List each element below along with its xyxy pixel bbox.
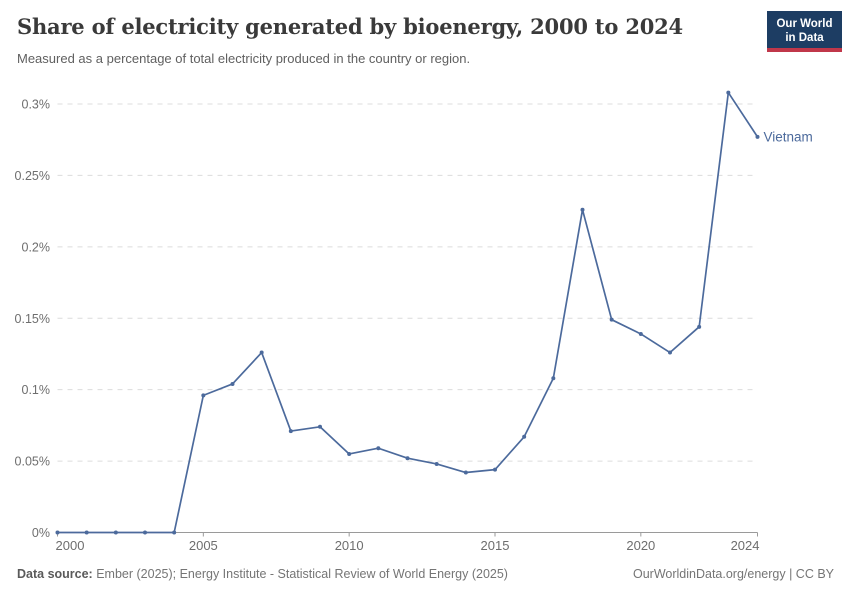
data-point[interactable] [726, 90, 731, 95]
data-point[interactable] [143, 530, 147, 535]
y-axis-label: 0.1% [22, 383, 51, 397]
data-point[interactable] [638, 331, 643, 336]
data-point[interactable] [522, 434, 527, 439]
chart-subtitle: Measured as a percentage of total electr… [17, 51, 471, 66]
data-point[interactable] [201, 393, 206, 398]
data-point[interactable] [463, 470, 468, 475]
data-source-text: Ember (2025); Energy Institute - Statist… [96, 567, 508, 581]
chart-footer: Data source: Ember (2025); Energy Instit… [17, 567, 834, 581]
data-point[interactable] [493, 467, 497, 472]
data-point[interactable] [580, 207, 585, 212]
data-point[interactable] [172, 530, 177, 535]
data-point[interactable] [551, 376, 556, 381]
x-axis-label: 2010 [335, 538, 364, 553]
x-axis-label: 2024 [731, 538, 760, 553]
data-point[interactable] [113, 530, 118, 535]
data-point[interactable] [230, 381, 235, 386]
y-axis-label: 0% [32, 526, 50, 540]
data-source-label: Data source: [17, 567, 93, 581]
owid-logo-line1: Our World [776, 18, 833, 30]
y-axis-label: 0.3% [22, 98, 51, 112]
data-point[interactable] [376, 446, 381, 451]
data-point[interactable] [668, 350, 672, 355]
x-axis-label: 2005 [189, 538, 218, 553]
data-point[interactable] [347, 451, 352, 456]
data-source-note[interactable]: Data source: Ember (2025); Energy Instit… [17, 567, 508, 581]
series-label[interactable]: Vietnam [764, 129, 813, 144]
y-axis-label: 0.15% [15, 312, 50, 326]
data-point[interactable] [609, 317, 614, 322]
x-axis-label: 2020 [626, 538, 655, 553]
data-point[interactable] [434, 461, 439, 466]
data-point[interactable] [697, 324, 702, 329]
license-link[interactable]: OurWorldinData.org/energy | CC BY [632, 567, 834, 581]
y-axis-label: 0.25% [15, 169, 50, 183]
data-point[interactable] [259, 350, 264, 355]
y-axis-label: 0.2% [22, 240, 51, 254]
x-axis-label: 2015 [481, 538, 510, 553]
data-point[interactable] [288, 429, 293, 434]
page-title: Share of electricity generated by bioene… [17, 14, 683, 39]
data-point[interactable] [318, 424, 322, 429]
data-point[interactable] [84, 530, 89, 535]
vietnam-line[interactable] [56, 91, 759, 534]
data-point[interactable] [55, 530, 60, 535]
x-axis-label: 2000 [56, 538, 85, 553]
owid-logo-line2: in Data [785, 32, 824, 44]
y-axis-label: 0.05% [15, 455, 50, 469]
data-point[interactable] [755, 134, 760, 139]
data-point[interactable] [405, 456, 410, 461]
owid-logo[interactable]: Our World in Data [767, 11, 842, 52]
